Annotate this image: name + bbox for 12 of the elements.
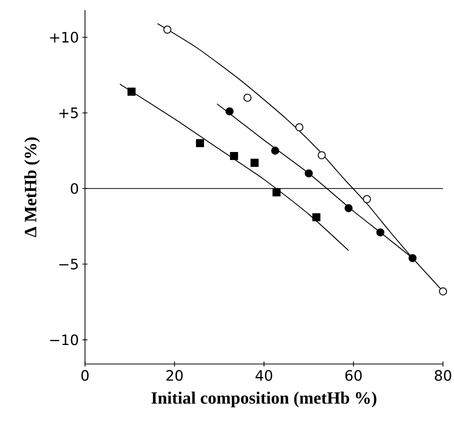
x-tick-label: 0 [81,370,89,381]
y-axis-title: Δ MetHb (%) [24,137,40,238]
x-axis-title: Initial composition (metHb %) [151,392,376,408]
y-tick-label: +10 [50,32,78,43]
y-tick-label: +5 [59,108,78,118]
x-tick-label: 60 [345,370,362,381]
y-tick-label: −5 [59,258,78,270]
x-tick-label: 80 [434,370,452,381]
y-tick-label: 0 [70,183,78,194]
x-tick-label: 20 [166,370,183,381]
x-tick-label: 40 [256,370,272,381]
y-tick-label: −10 [50,334,78,346]
